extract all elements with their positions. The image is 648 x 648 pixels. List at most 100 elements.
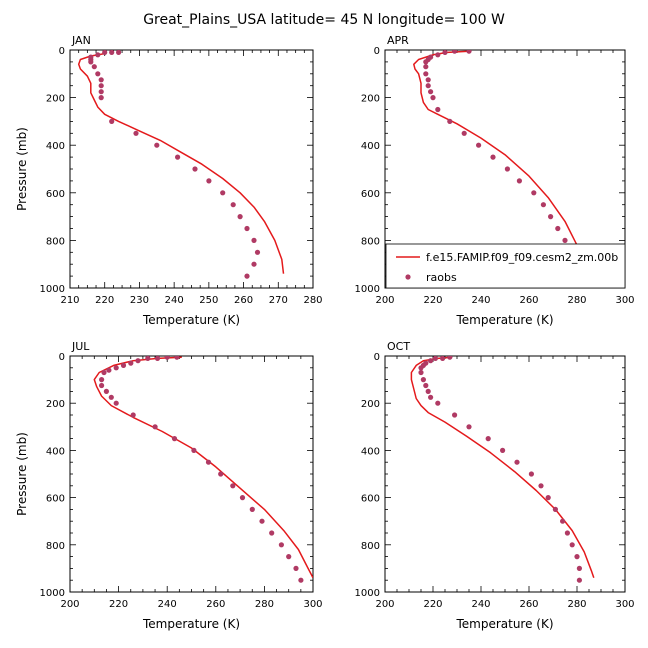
raobs-point — [145, 356, 151, 361]
raobs-point — [230, 483, 236, 489]
raobs-point — [278, 542, 284, 548]
raobs-point — [102, 50, 108, 55]
y-tick-label: 0 — [374, 46, 380, 57]
raobs-point — [154, 356, 161, 361]
raobs-point — [98, 89, 104, 95]
x-axis-label: Temperature (K) — [142, 313, 240, 327]
y-tick-label: 800 — [361, 541, 380, 552]
raobs-point — [164, 356, 170, 360]
raobs-point — [175, 154, 181, 160]
raobs-point — [569, 542, 575, 548]
x-tick-label: 200 — [60, 599, 79, 610]
model-profile-line — [410, 356, 595, 579]
raobs-point — [101, 369, 107, 376]
raobs-point — [476, 142, 482, 148]
y-tick-label: 200 — [46, 94, 65, 105]
raobs-point — [98, 95, 104, 101]
panel-title: APR — [387, 34, 409, 47]
panels: 210 220 230 240 250 260 270 280 0 200 400 600 800 100… — [15, 34, 635, 631]
raobs-point — [500, 447, 506, 453]
legend-raobs-swatch — [405, 274, 411, 280]
y-tick-label: 400 — [361, 446, 380, 457]
raobs-point — [447, 356, 453, 360]
raobs-point — [293, 565, 299, 572]
raobs-point — [560, 518, 566, 524]
x-tick-label: 240 — [471, 599, 490, 610]
raobs-point — [230, 202, 236, 208]
x-tick-label: 280 — [567, 295, 586, 306]
y-axis-label: Pressure (mb) — [15, 432, 29, 516]
raobs-point — [106, 367, 112, 373]
x-tick-label: 220 — [109, 599, 128, 610]
x-tick-label: 240 — [158, 599, 177, 610]
raobs-point — [135, 358, 141, 364]
raobs-point — [452, 50, 458, 54]
x-tick-label: 280 — [303, 295, 322, 306]
x-tick-label: 220 — [95, 295, 114, 306]
panel-oct: 200 220 240 260 280 300 0 200 400 600 800 1000 OCT Te… — [355, 340, 635, 631]
y-tick-label: 600 — [361, 189, 380, 200]
panel-title: OCT — [387, 340, 410, 353]
raobs-point — [545, 495, 551, 501]
legend-raobs-label: raobs — [426, 271, 457, 284]
raobs-point — [528, 471, 535, 477]
y-tick-label: 800 — [361, 236, 380, 247]
raobs-point — [435, 52, 441, 58]
raobs-point — [206, 178, 212, 184]
raobs-point — [461, 130, 467, 136]
x-tick-label: 230 — [130, 295, 149, 306]
y-tick-label: 400 — [46, 446, 65, 457]
y-tick-label: 1000 — [355, 588, 380, 599]
plot-area — [413, 50, 588, 279]
raobs-point — [120, 362, 127, 368]
model-profile-line — [413, 50, 588, 274]
x-tick-label: 200 — [375, 295, 394, 306]
y-tick-label: 0 — [59, 352, 65, 363]
y-tick-label: 1000 — [40, 588, 65, 599]
raobs-point — [564, 530, 571, 536]
raobs-point — [237, 214, 243, 220]
plot-frame — [384, 355, 626, 593]
raobs-point — [239, 495, 246, 501]
raobs-point — [174, 356, 180, 360]
raobs-point — [423, 382, 429, 389]
raobs-point — [562, 237, 568, 243]
raobs-point — [538, 483, 544, 489]
raobs-point — [113, 365, 119, 371]
raobs-point — [425, 83, 431, 89]
y-tick-label: 0 — [374, 352, 380, 363]
raobs-point — [516, 178, 523, 184]
raobs-point — [418, 365, 424, 371]
x-tick-label: 260 — [206, 599, 225, 610]
raobs-point — [244, 225, 250, 232]
raobs-point — [574, 554, 580, 560]
model-profile-line — [77, 52, 285, 274]
y-tick-label: 200 — [46, 399, 65, 410]
raobs-point — [171, 436, 178, 442]
raobs-point — [128, 360, 134, 366]
plot-area — [77, 50, 285, 279]
y-tick-label: 400 — [46, 141, 65, 152]
raobs-point — [95, 71, 101, 77]
raobs-point — [286, 554, 292, 560]
x-tick-label: 210 — [60, 295, 79, 306]
x-tick-label: 260 — [519, 295, 538, 306]
raobs-point — [432, 356, 438, 361]
raobs-point — [485, 436, 491, 442]
x-tick-label: 240 — [165, 295, 184, 306]
raobs-point — [418, 369, 424, 376]
plot-frame — [69, 49, 314, 289]
panel-jul: 200 220 240 260 280 300 0 200 400 600 800 1000 JUL Te… — [15, 340, 323, 631]
raobs-point — [254, 249, 261, 255]
raobs-point — [504, 166, 510, 172]
raobs-point — [91, 64, 97, 70]
raobs-point — [259, 518, 265, 524]
raobs-point — [514, 459, 520, 465]
raobs-point — [552, 506, 559, 512]
raobs-point — [298, 577, 304, 583]
raobs-point — [98, 77, 104, 83]
x-tick-label: 280 — [255, 599, 274, 610]
plot-area — [93, 356, 313, 583]
raobs-point — [191, 447, 197, 453]
